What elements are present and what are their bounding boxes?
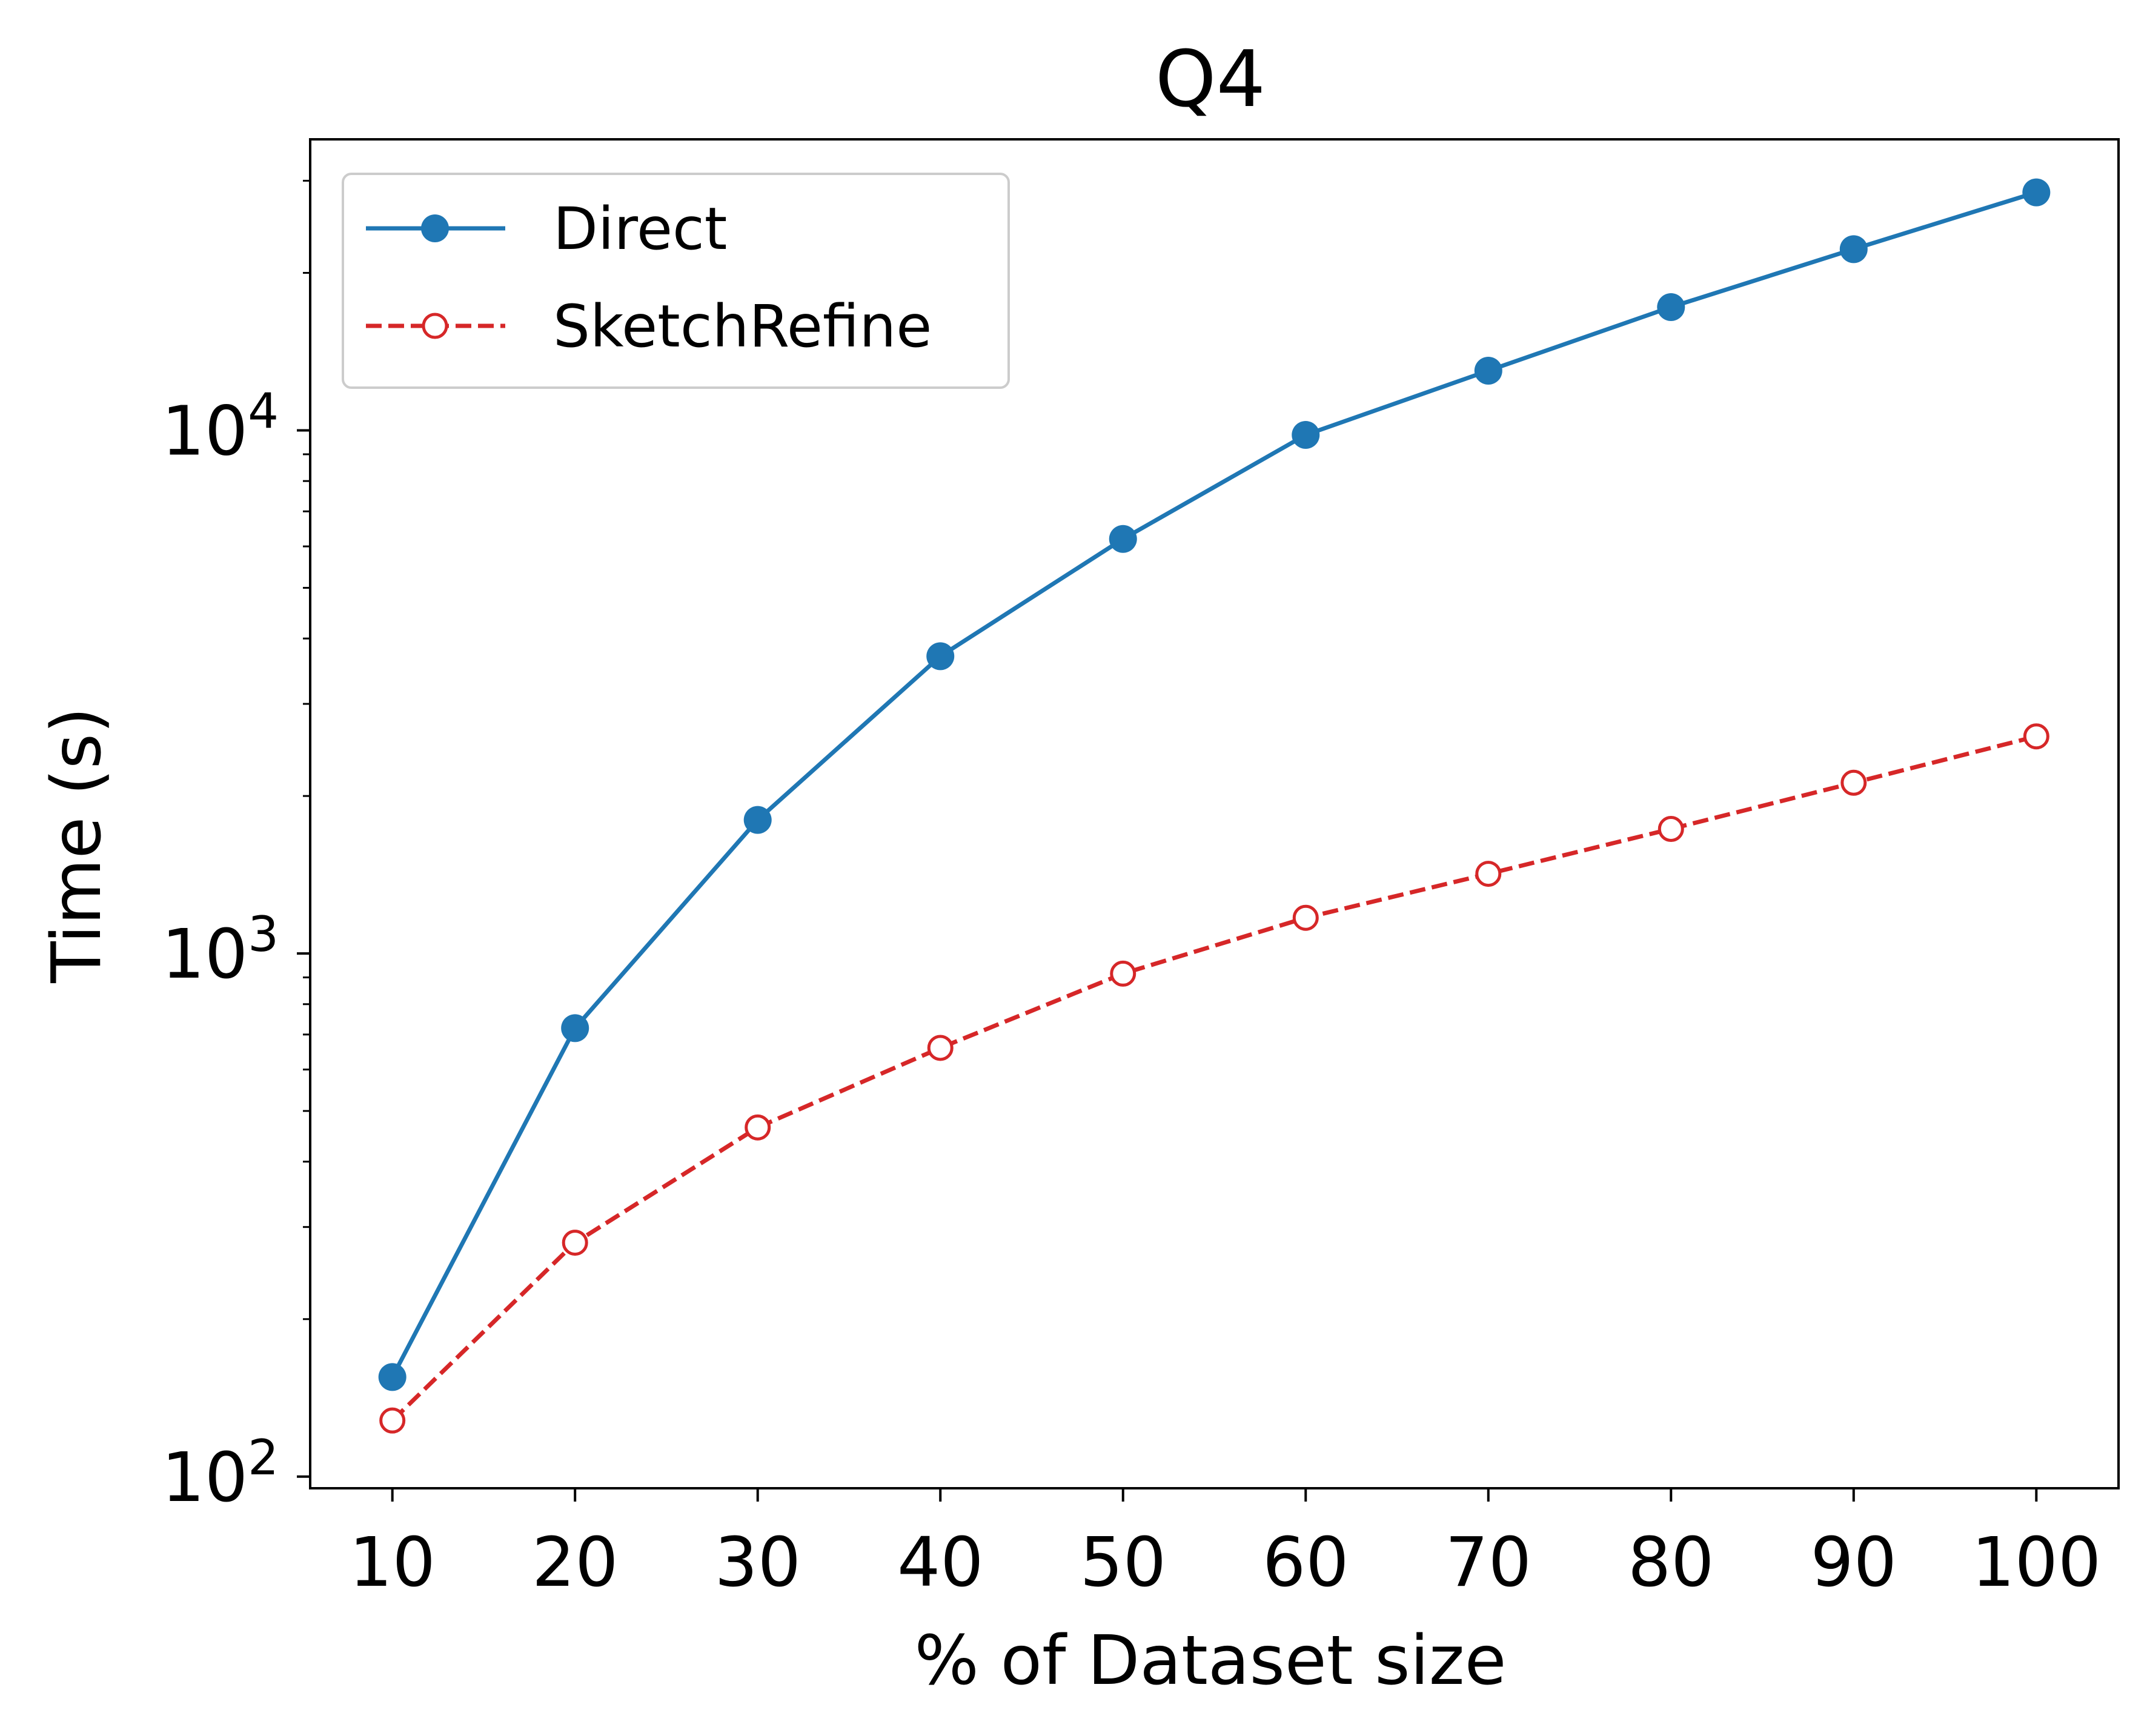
- data-point: [1109, 525, 1137, 553]
- data-point: [1657, 293, 1685, 322]
- y-tick-label: 104: [162, 383, 279, 471]
- data-point: [562, 1230, 588, 1256]
- legend-label: Direct: [553, 195, 727, 263]
- chart-title: Q4: [1155, 35, 1266, 125]
- x-tick-label: 40: [897, 1523, 984, 1602]
- plot-area: [378, 178, 2051, 1434]
- data-point: [1475, 861, 1502, 887]
- data-point: [2023, 723, 2049, 750]
- data-point: [379, 1407, 406, 1434]
- y-tick-label: 102: [162, 1430, 279, 1517]
- data-point: [1292, 421, 1320, 449]
- x-tick-label: 60: [1263, 1523, 1349, 1602]
- legend-marker: [422, 313, 448, 339]
- series-line: [390, 190, 2037, 1379]
- legend-item: SketchRefine: [366, 293, 932, 360]
- x-tick-label: 10: [349, 1523, 436, 1602]
- x-tick-label: 100: [1971, 1523, 2101, 1602]
- data-point: [1840, 769, 1867, 796]
- legend-marker: [421, 214, 449, 242]
- data-point: [378, 1363, 407, 1391]
- data-point: [745, 1114, 771, 1141]
- data-point: [1292, 904, 1319, 931]
- data-point: [927, 1035, 954, 1061]
- x-tick-label: 30: [714, 1523, 801, 1602]
- data-point: [561, 1014, 589, 1042]
- plot-frame: [309, 138, 2120, 1489]
- data-point: [926, 642, 955, 671]
- y-axis-label: Time (s): [38, 707, 116, 983]
- legend-item: Direct: [366, 195, 727, 263]
- legend: Direct SketchRefine: [342, 173, 1010, 389]
- x-axis-label: % of Dataset size: [915, 1622, 1507, 1700]
- x-tick-label: 80: [1628, 1523, 1714, 1602]
- x-tick-label: 20: [532, 1523, 619, 1602]
- axes: 10 20 30 40 50 60 70 80 90 100 102 103 104: [162, 138, 2120, 1602]
- series-sketchrefine: [379, 723, 2049, 1434]
- data-point: [1474, 357, 1502, 385]
- data-point: [1839, 235, 1868, 263]
- data-point: [1658, 816, 1684, 843]
- legend-box: [342, 173, 1010, 389]
- data-point: [2022, 178, 2051, 207]
- x-tick-label: 90: [1811, 1523, 1897, 1602]
- y-tick-label: 103: [162, 906, 279, 994]
- legend-label: SketchRefine: [553, 293, 932, 360]
- x-tick-label: 50: [1080, 1523, 1166, 1602]
- data-point: [743, 806, 772, 834]
- x-tick-label: 70: [1445, 1523, 1532, 1602]
- series-direct: [378, 178, 2051, 1391]
- series-line: [391, 734, 2037, 1422]
- data-point: [1110, 960, 1137, 987]
